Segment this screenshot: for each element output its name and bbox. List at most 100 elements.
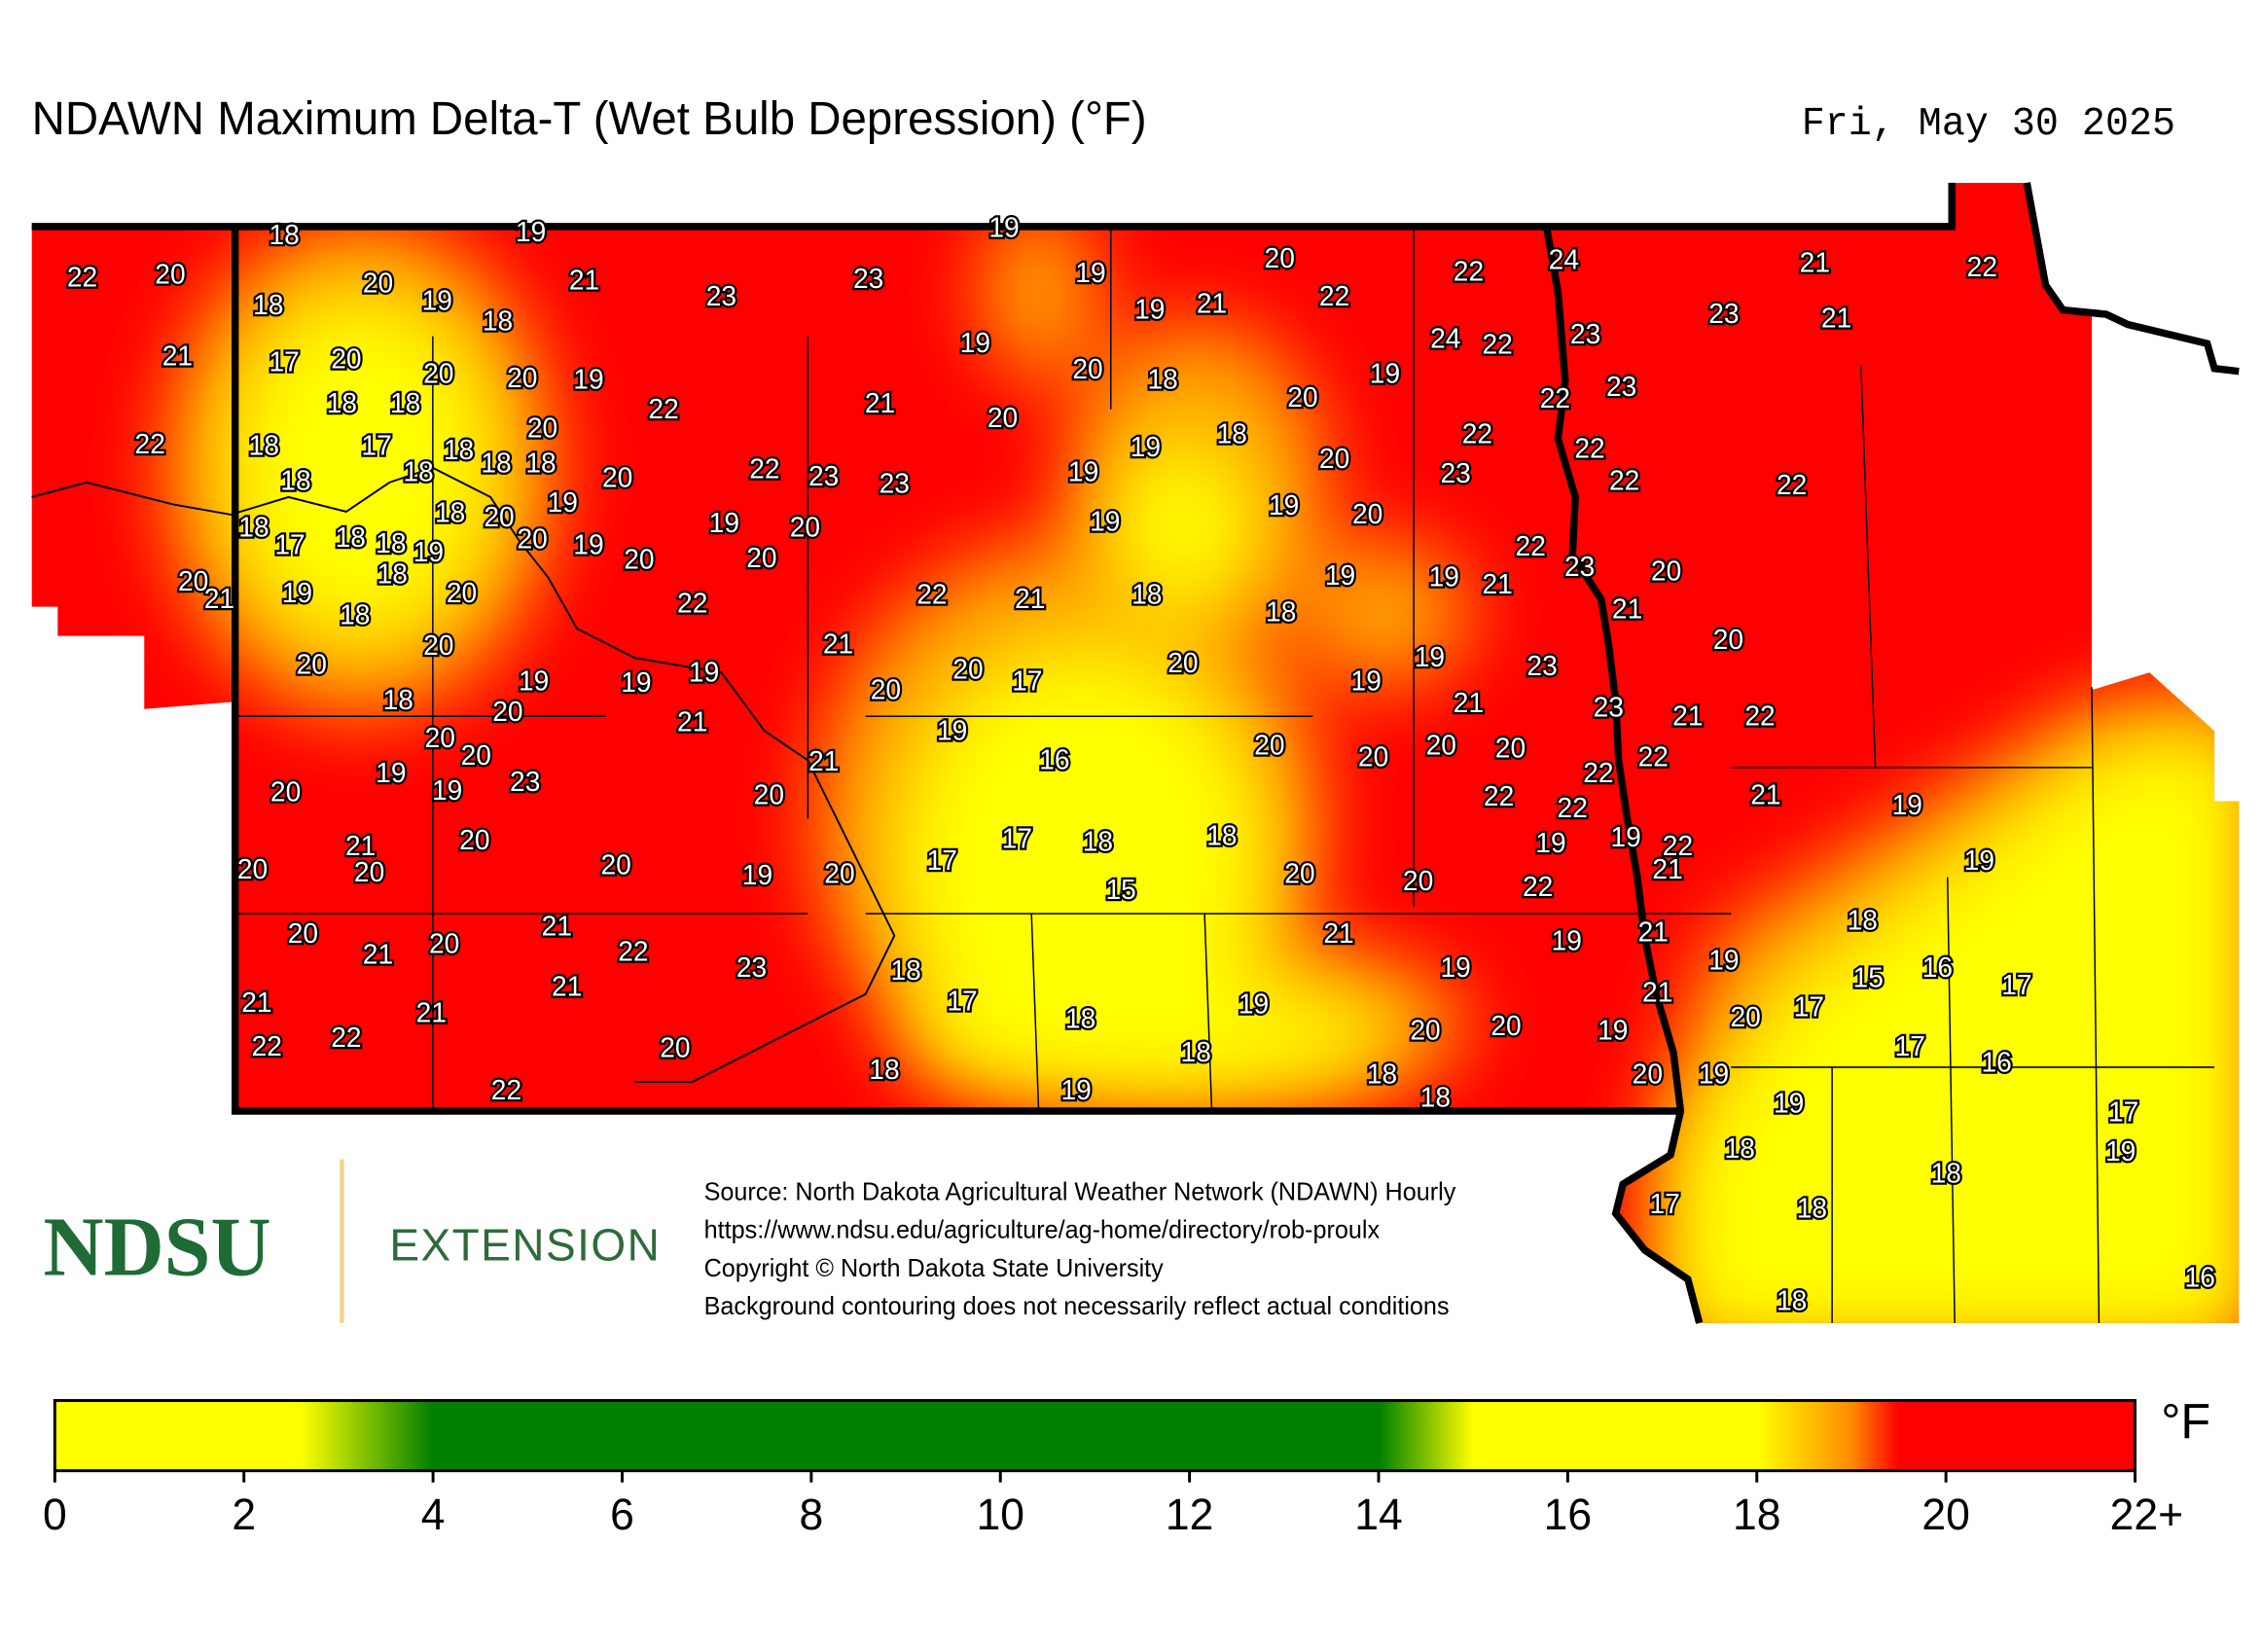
station-value: 17	[947, 986, 977, 1017]
station-value: 18	[1725, 1133, 1755, 1165]
station-value: 21	[1454, 688, 1484, 719]
station-value: 22	[1523, 872, 1553, 903]
station-value: 20	[354, 857, 384, 888]
station-value: 20	[517, 523, 547, 555]
station-value: 19	[413, 537, 444, 568]
station-value: 17	[1794, 991, 1824, 1023]
station-value: 18	[1931, 1159, 1961, 1190]
station-value: 18	[1065, 1003, 1095, 1034]
station-value: 16	[2185, 1262, 2215, 1293]
station-value: 21	[823, 629, 853, 661]
station-value: 18	[1131, 579, 1162, 610]
station-value: 20	[824, 858, 854, 889]
station-value: 19	[1610, 822, 1640, 853]
station-value: 19	[988, 212, 1019, 243]
station-value: 19	[2105, 1136, 2136, 1167]
station-value: 20	[600, 849, 630, 880]
station-value: 17	[274, 529, 305, 560]
station-value: 20	[1284, 858, 1314, 889]
station-value: 19	[548, 487, 578, 519]
tick-label: 10	[977, 1490, 1024, 1539]
station-value: 20	[1651, 556, 1681, 587]
station-value: 20	[447, 578, 477, 609]
station-value: 18	[1217, 418, 1247, 449]
station-value: 18	[869, 1055, 899, 1086]
station-value: 18	[340, 599, 370, 630]
station-value: 19	[1535, 828, 1565, 859]
station-value: 18	[1181, 1037, 1211, 1068]
station-value: 20	[952, 654, 983, 685]
station-value: 22	[1462, 418, 1492, 449]
station-value: 19	[709, 508, 739, 539]
station-value: 18	[1848, 906, 1878, 937]
station-value: 23	[510, 767, 540, 798]
station-value: 22	[1558, 793, 1588, 824]
tick-label: 12	[1166, 1490, 1213, 1539]
station-value: 20	[1426, 730, 1456, 761]
logo-name: NDSU	[43, 1200, 270, 1294]
station-value: 23	[1606, 372, 1636, 403]
station-value: 21	[808, 746, 839, 777]
station-value: 19	[1552, 926, 1582, 957]
station-value: 21	[677, 706, 707, 737]
station-value: 19	[516, 217, 546, 248]
station-value: 21	[1821, 303, 1851, 334]
station-value: 18	[327, 388, 357, 419]
station-value: 20	[461, 740, 491, 772]
station-value: 18	[1797, 1194, 1827, 1225]
station-value: 20	[237, 854, 268, 885]
station-value: 22	[1484, 781, 1514, 812]
station-value: 23	[1570, 319, 1600, 350]
station-value: 21	[1197, 288, 1227, 319]
station-value: 23	[1594, 692, 1624, 723]
station-value: 21	[345, 831, 376, 862]
tick-label: 20	[1921, 1490, 1969, 1539]
station-value: 20	[1633, 1059, 1663, 1090]
station-value: 20	[331, 344, 361, 376]
station-value: 17	[361, 430, 391, 461]
station-value: 18	[403, 456, 433, 487]
station-value: 20	[425, 723, 455, 754]
station-value: 19	[573, 529, 603, 560]
station-value: 20	[423, 630, 453, 662]
station-value: 19	[1134, 294, 1165, 325]
station-value: 20	[871, 674, 901, 705]
station-value: 19	[432, 775, 462, 807]
station-value: 19	[1075, 258, 1105, 289]
station-value: 19	[1131, 432, 1161, 463]
station-value: 22	[252, 1031, 282, 1062]
station-value: 22	[749, 453, 779, 485]
station-value: 20	[155, 259, 185, 290]
station-value: 18	[483, 305, 513, 337]
station-value: 19	[1269, 490, 1299, 521]
station-value: 23	[880, 468, 910, 499]
station-value: 23	[1440, 458, 1470, 489]
station-value: 21	[204, 584, 234, 615]
station-value: 20	[1410, 1015, 1440, 1046]
station-value: 23	[808, 461, 839, 492]
boundaries	[31, 182, 2240, 1324]
station-value: 21	[1750, 779, 1780, 810]
station-value: 22	[1454, 256, 1484, 287]
station-value: 18	[383, 685, 413, 716]
station-value: 19	[742, 860, 772, 891]
station-value: 21	[1652, 854, 1682, 885]
station-value: 23	[706, 281, 736, 312]
tick-label: 22+	[2110, 1490, 2183, 1539]
station-value: 18	[390, 388, 420, 419]
station-value: 21	[363, 939, 393, 970]
station-value: 18	[891, 955, 921, 987]
station-value: 16	[1039, 744, 1069, 775]
station-value: 18	[249, 430, 279, 461]
station-value: 23	[1564, 552, 1595, 583]
station-value: 20	[1352, 499, 1382, 530]
station-value: 22	[1777, 470, 1807, 501]
station-value: 18	[280, 465, 310, 496]
station-value: 19	[960, 328, 990, 359]
station-value: 21	[241, 988, 271, 1019]
station-value: 19	[519, 665, 549, 697]
logo-unit: EXTENSION	[389, 1219, 661, 1270]
station-value: 22	[677, 588, 707, 619]
station-value: 19	[282, 578, 312, 609]
